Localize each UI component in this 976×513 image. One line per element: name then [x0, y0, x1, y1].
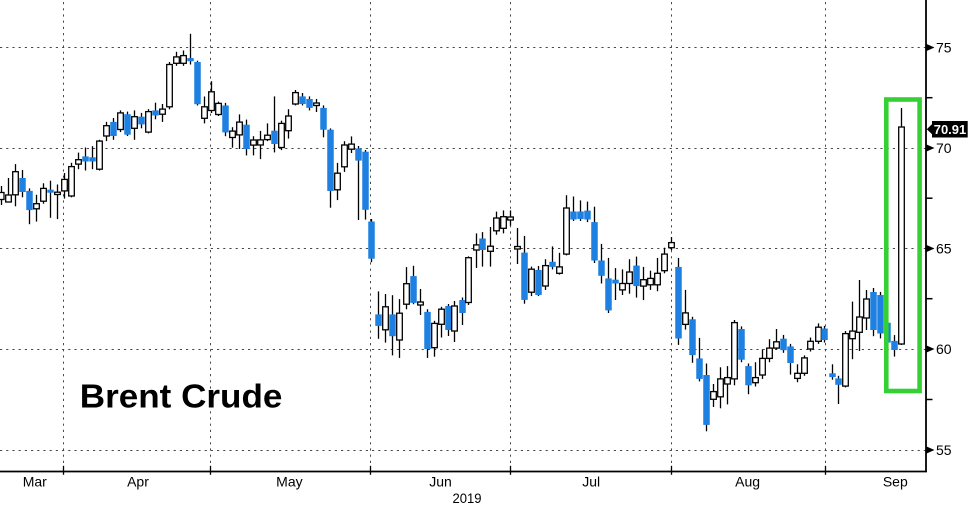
svg-text:60: 60 [936, 341, 952, 357]
svg-text:Sep: Sep [883, 474, 908, 490]
svg-text:Aug: Aug [735, 474, 760, 490]
svg-text:65: 65 [936, 241, 952, 257]
svg-text:Jul: Jul [582, 474, 600, 490]
svg-text:Brent Crude: Brent Crude [80, 378, 283, 415]
svg-text:May: May [276, 474, 302, 490]
svg-text:70.91: 70.91 [934, 122, 967, 137]
svg-text:Jun: Jun [429, 474, 452, 490]
svg-text:2019: 2019 [453, 491, 482, 507]
svg-text:Mar: Mar [23, 474, 47, 490]
svg-text:75: 75 [936, 40, 952, 56]
svg-text:55: 55 [936, 442, 952, 458]
svg-text:Apr: Apr [127, 474, 149, 490]
svg-text:70: 70 [936, 140, 952, 156]
